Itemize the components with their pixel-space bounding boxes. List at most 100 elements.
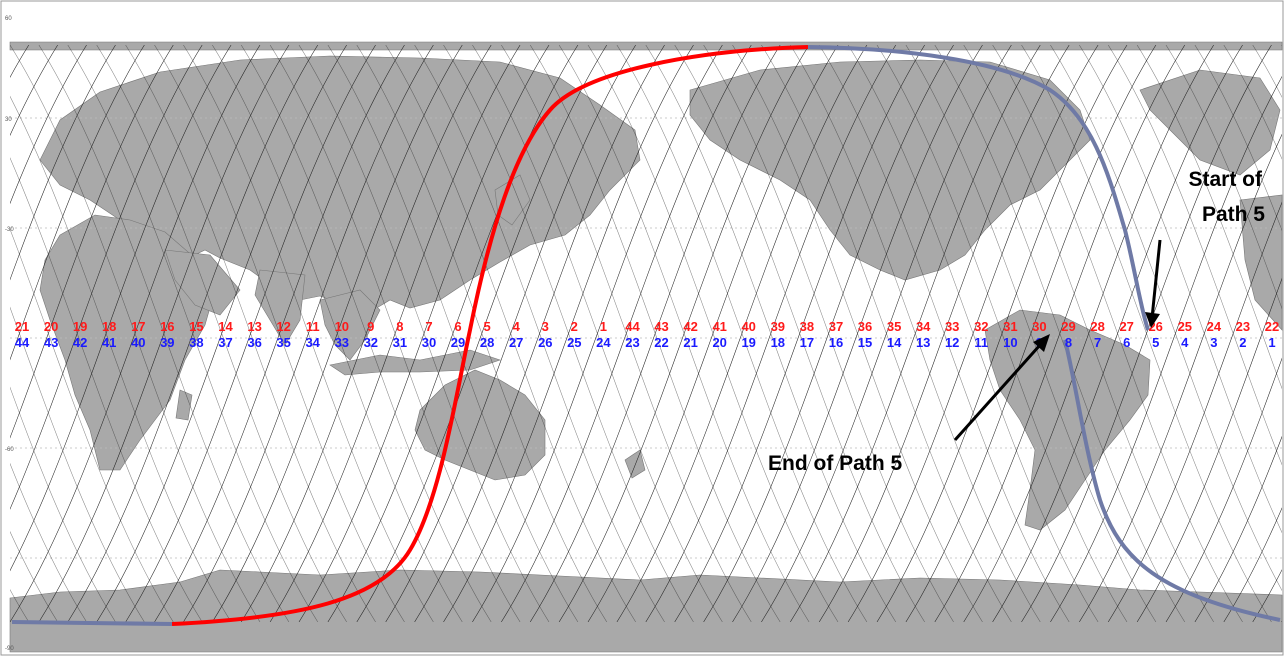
ascending-track-line [10, 157, 203, 622]
ascending-track-line [616, 45, 868, 622]
red-path-number: 2 [571, 319, 578, 334]
ascending-track-line [240, 45, 492, 622]
path5-track-start [807, 45, 1150, 331]
red-path-number: 44 [625, 319, 640, 334]
ascending-track-line [761, 45, 1012, 622]
red-path-number: 41 [712, 319, 726, 334]
blue-path-number: 35 [276, 335, 290, 350]
ascending-track-line [96, 45, 347, 622]
descending-track-line [10, 45, 87, 205]
blue-path-number: 29 [451, 335, 465, 350]
blue-path-number: 6 [1123, 335, 1130, 350]
ascending-track-line [183, 45, 434, 622]
blue-path-number: 41 [102, 335, 116, 350]
blue-path-number: 26 [538, 335, 552, 350]
land-indonesia [329, 349, 501, 376]
blue-path-number: 17 [800, 335, 814, 350]
ascending-track-line [38, 45, 290, 622]
descending-track-line [1165, 357, 1282, 622]
blue-path-number: 28 [480, 335, 494, 350]
red-path-number: 35 [887, 319, 901, 334]
blue-path-number: 44 [15, 335, 30, 350]
red-path-number: 6 [454, 319, 461, 334]
blue-path-number: 3 [1210, 335, 1217, 350]
ascending-track-line [154, 45, 405, 622]
land-north-america [689, 59, 1091, 281]
red-path-number: 16 [160, 319, 174, 334]
blue-path-number: 8 [1065, 335, 1072, 350]
red-path-number: 15 [189, 319, 203, 334]
lat-tick-label: 60 [5, 16, 12, 22]
ascending-track-line [1107, 45, 1282, 466]
ascending-track-line [10, 386, 116, 622]
red-path-number: 7 [425, 319, 432, 334]
red-path-number: 20 [44, 319, 58, 334]
ascending-track-line [587, 45, 839, 622]
red-path-number: 13 [247, 319, 261, 334]
ascending-track-line [905, 45, 1157, 622]
red-path-number: 4 [513, 319, 521, 334]
land-japan [494, 174, 531, 226]
ascending-track-line [414, 45, 665, 622]
land-arctic-strip [9, 41, 1283, 51]
red-path-number: 31 [1003, 319, 1017, 334]
graticule [10, 117, 1282, 559]
ascending-track-line [1136, 45, 1282, 390]
ascending-track-line [385, 45, 636, 622]
ascending-track-line [1223, 45, 1282, 160]
red-path-number: 14 [218, 319, 233, 334]
start-label-line2: Path 5 [1202, 203, 1265, 226]
land-greenland [1139, 69, 1281, 176]
ascending-track-line [790, 45, 1041, 622]
land-africa [39, 214, 216, 471]
ascending-track-line [501, 45, 752, 622]
ascending-track-line [645, 45, 897, 622]
ascending-track-line [269, 45, 521, 622]
red-path-number: 27 [1119, 319, 1133, 334]
red-path-number: 36 [858, 319, 872, 334]
blue-path-number: 21 [683, 335, 697, 350]
land-madagascar [175, 389, 193, 421]
ascending-track-line [356, 45, 608, 622]
red-path-number: 40 [741, 319, 755, 334]
ascending-track-line [732, 45, 983, 622]
start-label-line1: Start of [1189, 168, 1264, 191]
ascending-track-line [674, 45, 925, 622]
ascending-track-line [818, 45, 1070, 622]
ascending-track-line [67, 45, 319, 622]
land-arabia [164, 249, 241, 316]
ascending-track-line [125, 45, 376, 622]
ascending-track-line [703, 45, 954, 622]
blue-path-number: 5 [1152, 335, 1159, 350]
blue-path-number: 33 [335, 335, 349, 350]
red-path-number: 3 [542, 319, 549, 334]
blue-path-number: 12 [945, 335, 959, 350]
blue-path-number: 24 [596, 335, 611, 350]
blue-path-number: 30 [422, 335, 436, 350]
blue-path-number: 37 [218, 335, 232, 350]
ascending-track-line [327, 45, 579, 622]
red-path-number: 18 [102, 319, 116, 334]
ascending-track-line [10, 530, 58, 622]
start-arrow [1150, 239, 1162, 319]
land-masses [9, 41, 1283, 653]
ascending-track-line [298, 45, 550, 622]
blue-path-number: 2 [1239, 335, 1246, 350]
red-path-number: 11 [306, 319, 320, 334]
land-new-zealand [624, 449, 646, 479]
red-path-number: 43 [654, 319, 668, 334]
blue-path-number: 11 [974, 335, 988, 350]
red-path-number: 37 [829, 319, 843, 334]
red-path-number: 22 [1265, 319, 1279, 334]
descending-track-line [1223, 507, 1282, 622]
ascending-track-line [10, 306, 145, 622]
ascending-track-line [10, 228, 174, 622]
blue-path-number: 16 [829, 335, 843, 350]
land-se-asia [319, 289, 381, 361]
blue-path-number: 14 [887, 335, 902, 350]
blue-path-number: 7 [1094, 335, 1101, 350]
red-path-number: 9 [367, 319, 374, 334]
ascending-track-line [934, 45, 1186, 622]
